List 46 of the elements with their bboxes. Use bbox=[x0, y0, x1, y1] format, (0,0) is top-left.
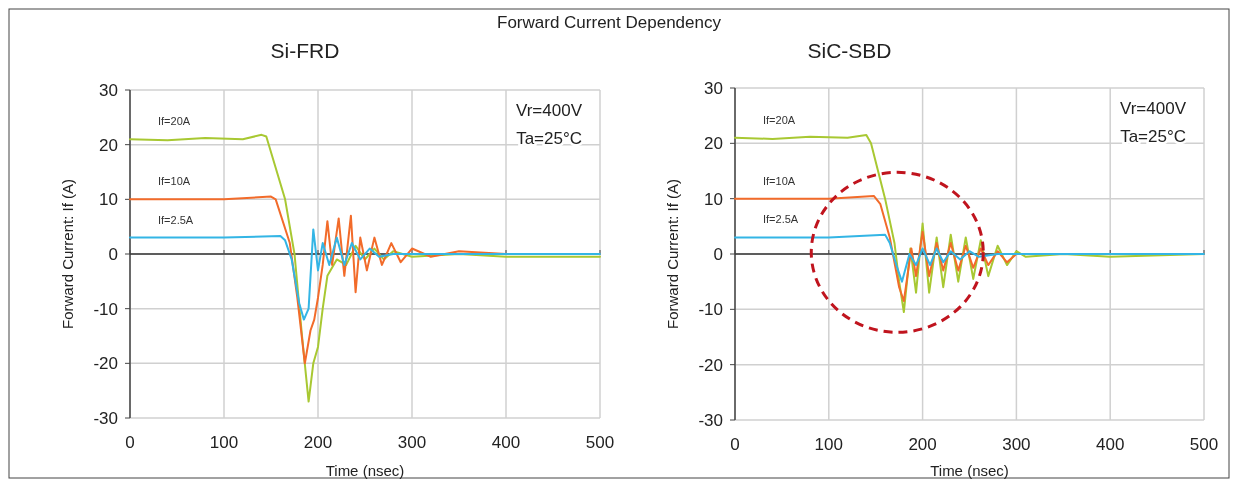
series-label: If=20A bbox=[158, 115, 191, 128]
line-series bbox=[734, 233, 1205, 283]
y-tick-label: -20 bbox=[93, 354, 118, 374]
y-tick-label: -30 bbox=[93, 408, 118, 428]
series-label: If=2.5A bbox=[763, 213, 799, 226]
x-tick-label: 0 bbox=[125, 433, 135, 452]
y-tick-label: -30 bbox=[698, 410, 723, 430]
y-tick-label: 20 bbox=[704, 134, 723, 154]
y-axis-title: Forward Current: If (A) bbox=[59, 178, 76, 330]
annotation: Ta=25°C bbox=[1120, 127, 1186, 146]
x-tick-label: 300 bbox=[397, 433, 427, 452]
x-tick-label: 200 bbox=[908, 435, 937, 454]
y-tick-label: 20 bbox=[99, 135, 118, 155]
y-tick-label: -20 bbox=[698, 355, 723, 375]
y-tick-label: 0 bbox=[108, 244, 118, 264]
x-tick-label: 500 bbox=[1189, 435, 1219, 454]
y-tick-label: -10 bbox=[93, 299, 118, 319]
x-tick-label: 100 bbox=[814, 435, 843, 454]
y-tick-label: 10 bbox=[704, 189, 723, 209]
series-label: If=10A bbox=[763, 174, 796, 187]
x-tick-label: 500 bbox=[585, 433, 615, 452]
series-label: If=2.5A bbox=[158, 213, 194, 226]
y-tick-label: 10 bbox=[99, 190, 118, 210]
x-tick-label: 400 bbox=[1096, 435, 1125, 454]
annotation: Vr=400V bbox=[516, 101, 583, 120]
text: Forward Current Dependency bbox=[497, 13, 722, 32]
series-label: If=20A bbox=[763, 113, 796, 126]
line-series bbox=[129, 133, 601, 403]
y-tick-label: 30 bbox=[99, 80, 118, 100]
line-series bbox=[129, 228, 601, 321]
annotation: Ta=25°C bbox=[516, 129, 582, 148]
x-tick-label: 100 bbox=[209, 433, 239, 452]
x-axis-title: Time (nsec) bbox=[325, 462, 405, 479]
x-axis-title: Time (nsec) bbox=[930, 462, 1009, 479]
x-tick-label: 300 bbox=[1002, 435, 1031, 454]
series-label: If=10A bbox=[158, 175, 191, 188]
y-tick-label: -10 bbox=[698, 300, 723, 320]
x-tick-label: 200 bbox=[303, 433, 333, 452]
x-tick-label: 400 bbox=[491, 433, 521, 452]
y-axis-title: Forward Current: If (A) bbox=[664, 178, 681, 330]
y-tick-label: 30 bbox=[704, 78, 723, 98]
chart-title: Si-FRD bbox=[270, 39, 340, 62]
x-tick-label: 0 bbox=[730, 435, 740, 454]
y-tick-label: 0 bbox=[713, 244, 723, 264]
annotation: Vr=400V bbox=[1120, 99, 1187, 118]
chart-title: SiC-SBD bbox=[807, 39, 892, 62]
